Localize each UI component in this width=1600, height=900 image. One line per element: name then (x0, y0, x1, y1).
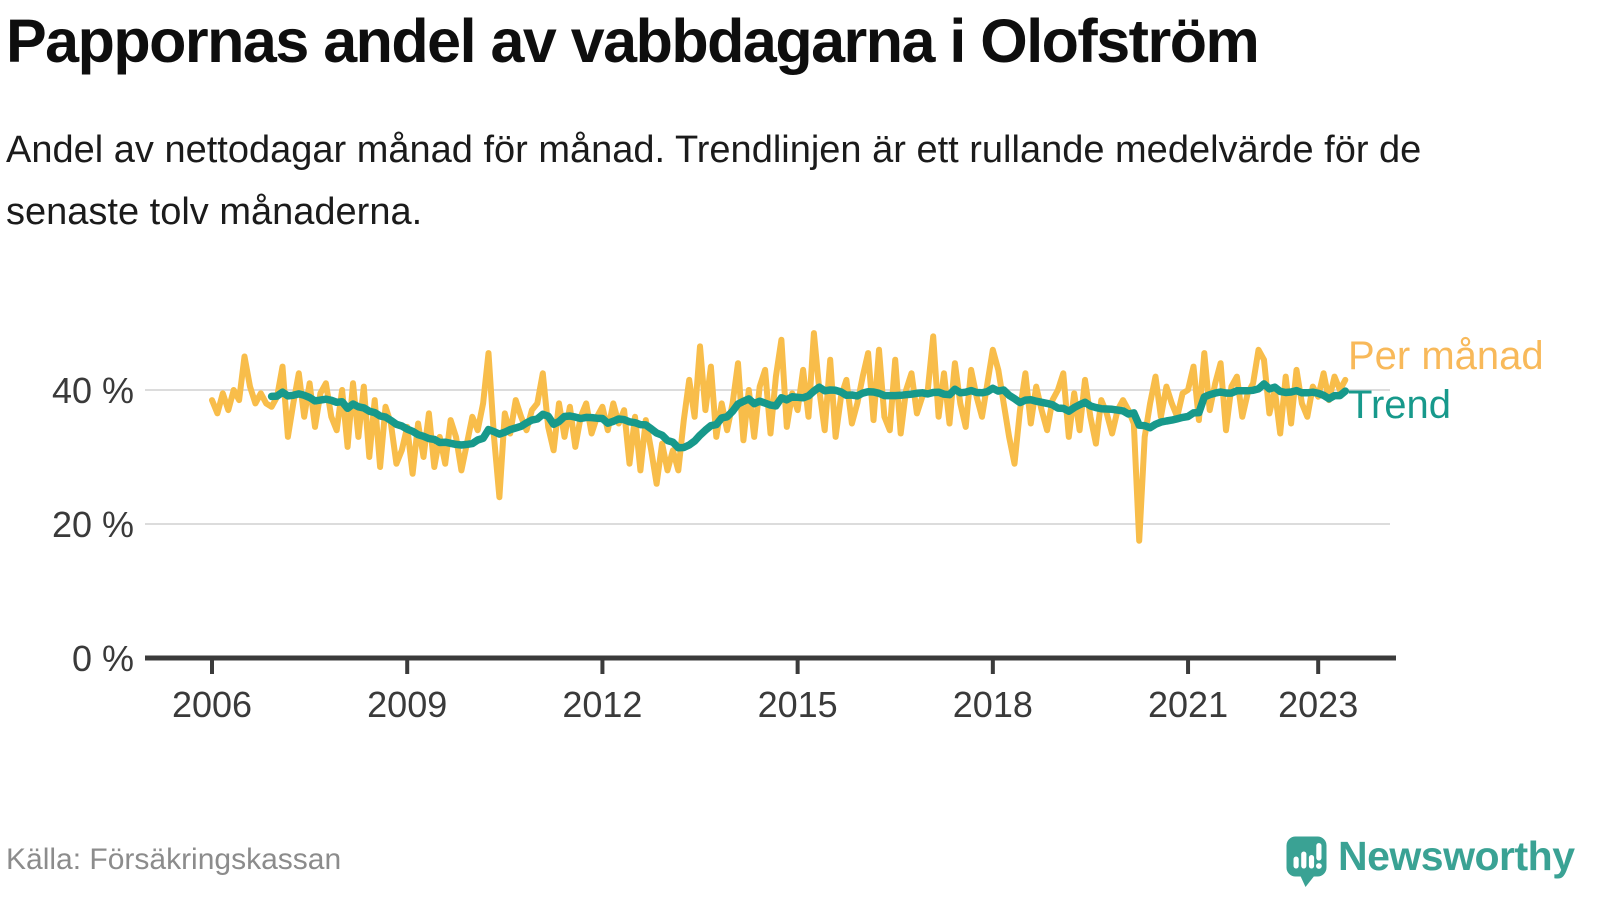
y-axis-labels: 0 % 20 % 40 % (52, 370, 134, 679)
monthly-series-line (209, 330, 1349, 544)
page-title: Pappornas andel av vabbdagarna i Olofstr… (6, 7, 1260, 75)
x-axis-tick-labels: 2006 2009 2012 2015 2018 2021 2023 (172, 684, 1358, 725)
newsworthy-logo-icon (1286, 836, 1327, 887)
trend-series-line (267, 380, 1350, 452)
x-tick-label: 2012 (562, 684, 642, 725)
x-tick-label: 2018 (953, 684, 1033, 725)
source-note: Källa: Försäkringskassan (6, 843, 342, 876)
x-axis (145, 655, 1396, 674)
legend-trend-label: Trend (1348, 383, 1451, 427)
y-tick-label: 20 % (52, 504, 134, 545)
y-tick-label: 40 % (52, 370, 134, 411)
y-tick-label: 0 % (72, 638, 134, 679)
legend-per-manad-label: Per månad (1348, 334, 1544, 378)
newsworthy-brand: Newsworthy (1286, 836, 1575, 887)
x-tick-label: 2006 (172, 684, 252, 725)
x-tick-label: 2021 (1148, 684, 1228, 725)
x-tick-label: 2015 (758, 684, 838, 725)
x-tick-label: 2009 (367, 684, 447, 725)
newsworthy-brand-name: Newsworthy (1338, 833, 1575, 879)
page-subtitle: Andel av nettodagar månad för månad. Tre… (6, 129, 1422, 233)
x-tick-label: 2023 (1278, 684, 1358, 725)
